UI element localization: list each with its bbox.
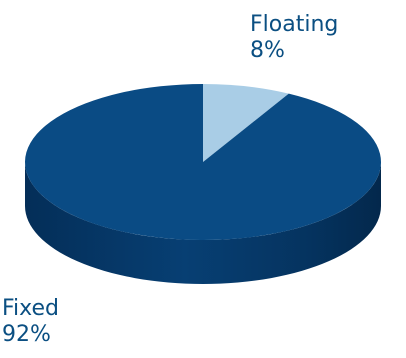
pie-slice-fixed [25, 84, 382, 241]
pie-slice-floating [203, 84, 289, 162]
slice-value-floating: 8% [250, 38, 285, 63]
slice-value-fixed: 92% [2, 322, 51, 347]
pie-side-wall [25, 162, 381, 284]
slice-name-fixed: Fixed [2, 296, 60, 321]
pie-top-face [25, 84, 382, 241]
pie-side-wall-face [25, 162, 381, 284]
slice-label-fixed: Fixed 92% [2, 296, 59, 348]
slice-label-floating: Floating 8% [250, 12, 338, 64]
slice-name-floating: Floating [250, 12, 339, 37]
